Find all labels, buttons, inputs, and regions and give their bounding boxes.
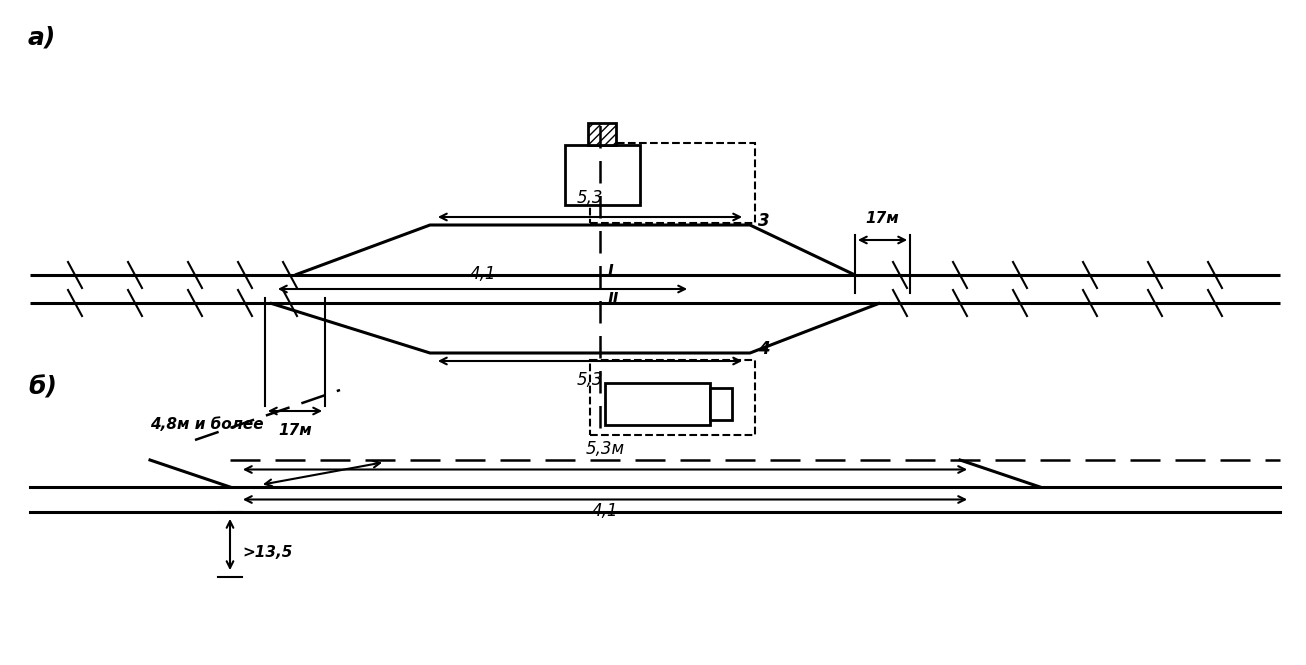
Bar — [710, 388, 731, 420]
Bar — [590, 143, 755, 223]
Text: а): а) — [27, 25, 56, 49]
Text: 4,8м и более: 4,8м и более — [150, 417, 264, 432]
Text: 4: 4 — [757, 340, 769, 358]
Text: I: I — [609, 263, 614, 279]
Text: 5,3: 5,3 — [577, 189, 603, 207]
Text: 17м: 17м — [278, 423, 312, 438]
Bar — [590, 360, 755, 435]
Text: 3: 3 — [757, 212, 769, 230]
Text: II: II — [609, 291, 619, 307]
Text: >13,5: >13,5 — [242, 545, 293, 560]
Text: 4,1: 4,1 — [469, 265, 496, 283]
Text: 5,3м: 5,3м — [585, 440, 624, 458]
Bar — [588, 123, 616, 145]
Text: 4,1: 4,1 — [592, 501, 618, 519]
Bar — [565, 145, 640, 205]
Text: 5,3: 5,3 — [577, 371, 603, 389]
Bar — [605, 383, 710, 425]
Text: 17м: 17м — [866, 211, 900, 226]
Text: б): б) — [27, 375, 57, 399]
